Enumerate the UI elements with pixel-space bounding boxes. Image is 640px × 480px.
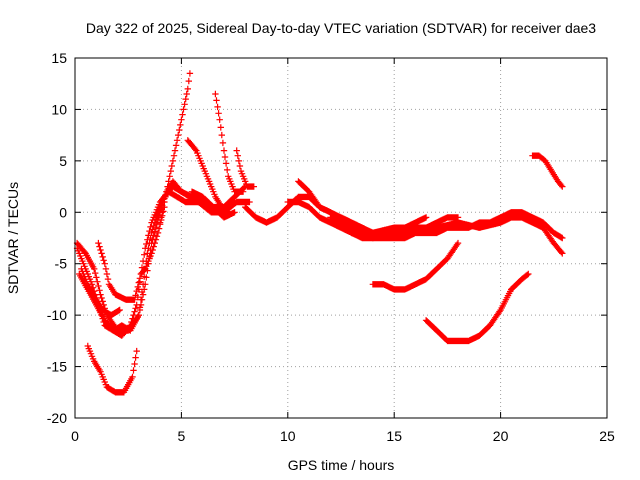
- series-sat-f: [78, 265, 123, 319]
- y-tick-label: -5: [55, 256, 68, 272]
- y-axis-label: SDTVAR / TECUs: [5, 182, 21, 294]
- data-point-markers: [369, 239, 462, 293]
- y-tick-label: 10: [51, 101, 67, 117]
- data-point-markers: [78, 265, 123, 319]
- series-sat-h: [184, 137, 232, 216]
- y-tick-label: -15: [47, 359, 67, 375]
- series-sat-e: [95, 203, 168, 303]
- series-sat-g: [156, 70, 194, 226]
- y-tick-label: 5: [59, 153, 67, 169]
- series-sat-o: [327, 214, 566, 257]
- x-tick-label: 10: [280, 428, 296, 444]
- series-sat-q: [422, 270, 532, 345]
- x-tick-label: 5: [178, 428, 186, 444]
- plot-frame: [74, 57, 608, 419]
- series-sat-p: [369, 239, 462, 293]
- chart-title: Day 322 of 2025, Sidereal Day-to-day VTE…: [86, 20, 596, 36]
- series-sat-i: [212, 90, 247, 195]
- x-tick-label: 15: [386, 428, 402, 444]
- data-point-markers: [529, 152, 566, 190]
- x-tick-label: 0: [71, 428, 79, 444]
- data-point-markers: [95, 203, 168, 303]
- data-points: [73, 70, 566, 396]
- x-axis-label: GPS time / hours: [288, 457, 395, 473]
- y-tick-labels: -20 -15 -10 -5 0 5 10 15: [47, 50, 67, 426]
- y-tick-label: -20: [47, 410, 67, 426]
- x-tick-label: 25: [599, 428, 615, 444]
- data-point-markers: [84, 342, 140, 396]
- data-point-markers: [188, 188, 238, 221]
- data-point-markers: [184, 137, 232, 216]
- y-tick-label: -10: [47, 307, 67, 323]
- data-point-markers: [156, 70, 194, 226]
- data-point-markers: [422, 270, 532, 345]
- y-tick-label: 15: [51, 50, 67, 66]
- data-point-markers: [212, 90, 247, 195]
- data-point-markers: [327, 214, 566, 257]
- series-sat-k: [188, 188, 238, 221]
- data-point-markers: [233, 147, 257, 190]
- series-sat-j: [233, 147, 257, 190]
- y-tick-label: 0: [59, 204, 67, 220]
- axis-ticks: [74, 57, 608, 419]
- series-sat-d: [84, 342, 140, 396]
- grid: [75, 58, 607, 418]
- x-tick-labels: 0 5 10 15 20 25: [71, 428, 615, 444]
- x-tick-label: 20: [493, 428, 509, 444]
- series-sat-r: [529, 152, 566, 190]
